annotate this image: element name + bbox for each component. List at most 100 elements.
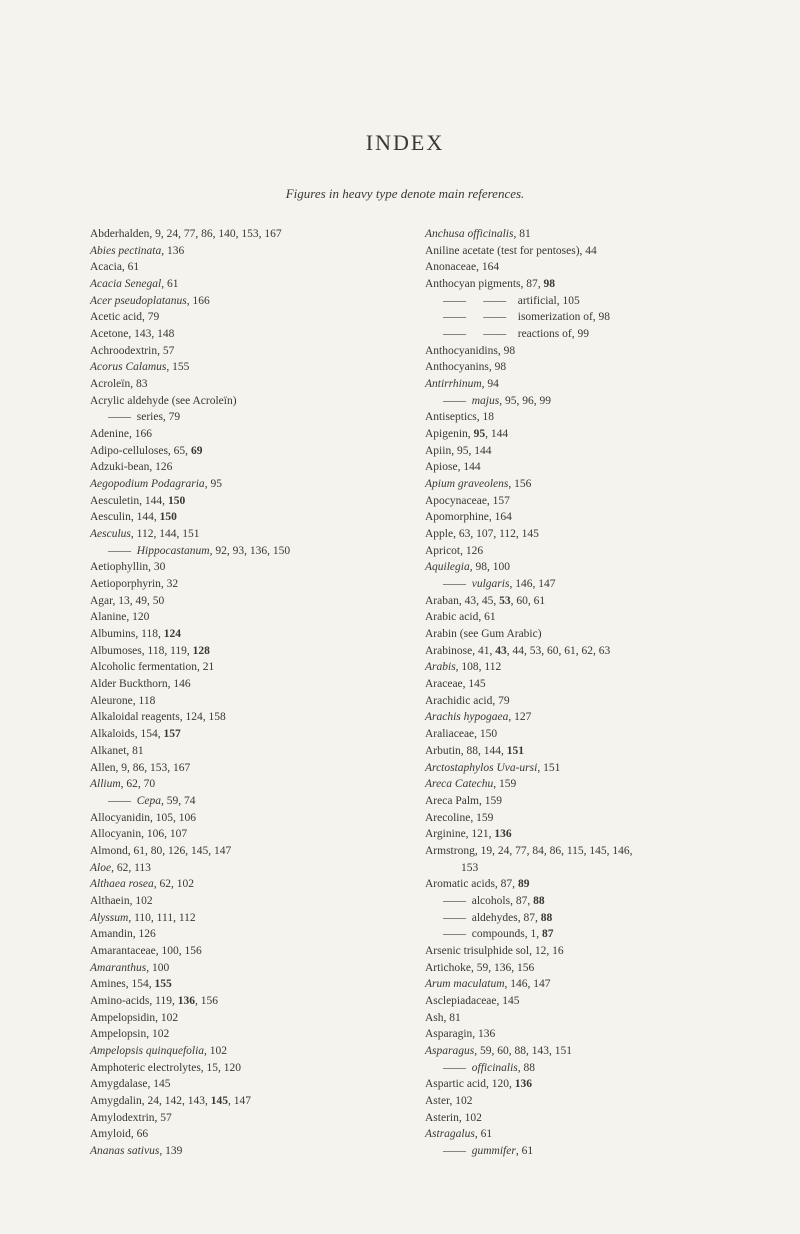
index-entry: Aesculus, 112, 144, 151: [90, 526, 385, 543]
index-entry: Apigenin, 95, 144: [425, 426, 720, 443]
index-entry: Acer pseudoplatanus, 166: [90, 293, 385, 310]
index-entry: Apomorphine, 164: [425, 509, 720, 526]
index-entry: Ananas sativus, 139: [90, 1143, 385, 1160]
index-entry: —— —— reactions of, 99: [425, 326, 720, 343]
index-entry: Apiose, 144: [425, 459, 720, 476]
index-entry: Apricot, 126: [425, 543, 720, 560]
index-entry: Aromatic acids, 87, 89: [425, 876, 720, 893]
index-entry: Alder Buckthorn, 146: [90, 676, 385, 693]
index-entry: —— —— artificial, 105: [425, 293, 720, 310]
index-entry: Allocyanin, 106, 107: [90, 826, 385, 843]
index-entry: Arctostaphylos Uva-ursi, 151: [425, 760, 720, 777]
index-entry: Althaein, 102: [90, 893, 385, 910]
index-entry: —— officinalis, 88: [425, 1060, 720, 1077]
index-entry: Apple, 63, 107, 112, 145: [425, 526, 720, 543]
index-entry: Arabin (see Gum Arabic): [425, 626, 720, 643]
index-entry: Aleurone, 118: [90, 693, 385, 710]
index-entry: Anthocyanins, 98: [425, 359, 720, 376]
index-entry: Araban, 43, 45, 53, 60, 61: [425, 593, 720, 610]
index-entry: —— gummifer, 61: [425, 1143, 720, 1160]
index-entry: Aquilegia, 98, 100: [425, 559, 720, 576]
index-entry: Acorus Calamus, 155: [90, 359, 385, 376]
index-entry: Aster, 102: [425, 1093, 720, 1110]
index-entry: Asterin, 102: [425, 1110, 720, 1127]
index-entry: Anchusa officinalis, 81: [425, 226, 720, 243]
index-entry: Alanine, 120: [90, 609, 385, 626]
index-entry: Amarantaceae, 100, 156: [90, 943, 385, 960]
index-entry: Apiin, 95, 144: [425, 443, 720, 460]
index-entry: Agar, 13, 49, 50: [90, 593, 385, 610]
index-entry: Alkaloidal reagents, 124, 158: [90, 709, 385, 726]
index-entry: Albumoses, 118, 119, 128: [90, 643, 385, 660]
index-entry: Abies pectinata, 136: [90, 243, 385, 260]
page-title: INDEX: [90, 130, 720, 156]
index-entry: Ampelopsis quinquefolia, 102: [90, 1043, 385, 1060]
index-entry: Ampelopsidin, 102: [90, 1010, 385, 1027]
index-entry: —— compounds, 1, 87: [425, 926, 720, 943]
index-entry: Apocynaceae, 157: [425, 493, 720, 510]
index-entry: Asparagin, 136: [425, 1026, 720, 1043]
index-entry: Acetone, 143, 148: [90, 326, 385, 343]
index-entry: Anthocyan pigments, 87, 98: [425, 276, 720, 293]
index-entry: Aegopodium Podagraria, 95: [90, 476, 385, 493]
index-entry: Allen, 9, 86, 153, 167: [90, 760, 385, 777]
index-entry: Araceae, 145: [425, 676, 720, 693]
index-entry: Alcoholic fermentation, 21: [90, 659, 385, 676]
index-entry: Amines, 154, 155: [90, 976, 385, 993]
index-entry: Anonaceae, 164: [425, 259, 720, 276]
index-entry: Aesculin, 144, 150: [90, 509, 385, 526]
index-entry: 153: [425, 860, 720, 877]
index-entry: Arginine, 121, 136: [425, 826, 720, 843]
index-entry: Asparagus, 59, 60, 88, 143, 151: [425, 1043, 720, 1060]
index-entry: Achroodextrin, 57: [90, 343, 385, 360]
index-entry: Allocyanidin, 105, 106: [90, 810, 385, 827]
index-entry: Aesculetin, 144, 150: [90, 493, 385, 510]
index-entry: —— alcohols, 87, 88: [425, 893, 720, 910]
index-entry: Amygdalase, 145: [90, 1076, 385, 1093]
index-entry: Anthocyanidins, 98: [425, 343, 720, 360]
index-entry: —— Cepa, 59, 74: [90, 793, 385, 810]
index-entry: Acroleïn, 83: [90, 376, 385, 393]
index-entry: Areca Palm, 159: [425, 793, 720, 810]
index-entry: Aetioporphyrin, 32: [90, 576, 385, 593]
index-entry: Asclepiadaceae, 145: [425, 993, 720, 1010]
index-entry: —— —— isomerization of, 98: [425, 309, 720, 326]
index-entry: —— series, 79: [90, 409, 385, 426]
index-entry: Arsenic trisulphide sol, 12, 16: [425, 943, 720, 960]
index-entry: Astragalus, 61: [425, 1126, 720, 1143]
index-entry: Arachis hypogaea, 127: [425, 709, 720, 726]
index-entry: Abderhalden, 9, 24, 77, 86, 140, 153, 16…: [90, 226, 385, 243]
index-entry: Apium graveolens, 156: [425, 476, 720, 493]
index-entry: Areca Catechu, 159: [425, 776, 720, 793]
right-column: Anchusa officinalis, 81Aniline acetate (…: [425, 226, 720, 1160]
index-entry: Amphoteric electrolytes, 15, 120: [90, 1060, 385, 1077]
index-entry: Arabinose, 41, 43, 44, 53, 60, 61, 62, 6…: [425, 643, 720, 660]
left-column: Abderhalden, 9, 24, 77, 86, 140, 153, 16…: [90, 226, 385, 1160]
index-entry: Aniline acetate (test for pentoses), 44: [425, 243, 720, 260]
index-entry: Amandin, 126: [90, 926, 385, 943]
index-entry: Arum maculatum, 146, 147: [425, 976, 720, 993]
index-entry: Ash, 81: [425, 1010, 720, 1027]
index-entry: Almond, 61, 80, 126, 145, 147: [90, 843, 385, 860]
index-entry: Adzuki-bean, 126: [90, 459, 385, 476]
index-entry: Albumins, 118, 124: [90, 626, 385, 643]
index-entry: Allium, 62, 70: [90, 776, 385, 793]
index-entry: —— vulgaris, 146, 147: [425, 576, 720, 593]
index-entry: —— Hippocastanum, 92, 93, 136, 150: [90, 543, 385, 560]
index-entry: Arecoline, 159: [425, 810, 720, 827]
index-entry: —— majus, 95, 96, 99: [425, 393, 720, 410]
index-entry: Aetiophyllin, 30: [90, 559, 385, 576]
page-subtitle: Figures in heavy type denote main refere…: [90, 186, 720, 202]
index-entry: —— aldehydes, 87, 88: [425, 910, 720, 927]
index-entry: Ampelopsin, 102: [90, 1026, 385, 1043]
index-entry: Armstrong, 19, 24, 77, 84, 86, 115, 145,…: [425, 843, 720, 860]
index-entry: Alkanet, 81: [90, 743, 385, 760]
index-entry: Arabis, 108, 112: [425, 659, 720, 676]
index-entry: Amaranthus, 100: [90, 960, 385, 977]
index-page: INDEX Figures in heavy type denote main …: [0, 0, 800, 1200]
index-columns: Abderhalden, 9, 24, 77, 86, 140, 153, 16…: [90, 226, 720, 1160]
index-entry: Althaea rosea, 62, 102: [90, 876, 385, 893]
index-entry: Adipo-celluloses, 65, 69: [90, 443, 385, 460]
index-entry: Amygdalin, 24, 142, 143, 145, 147: [90, 1093, 385, 1110]
index-entry: Acacia, 61: [90, 259, 385, 276]
